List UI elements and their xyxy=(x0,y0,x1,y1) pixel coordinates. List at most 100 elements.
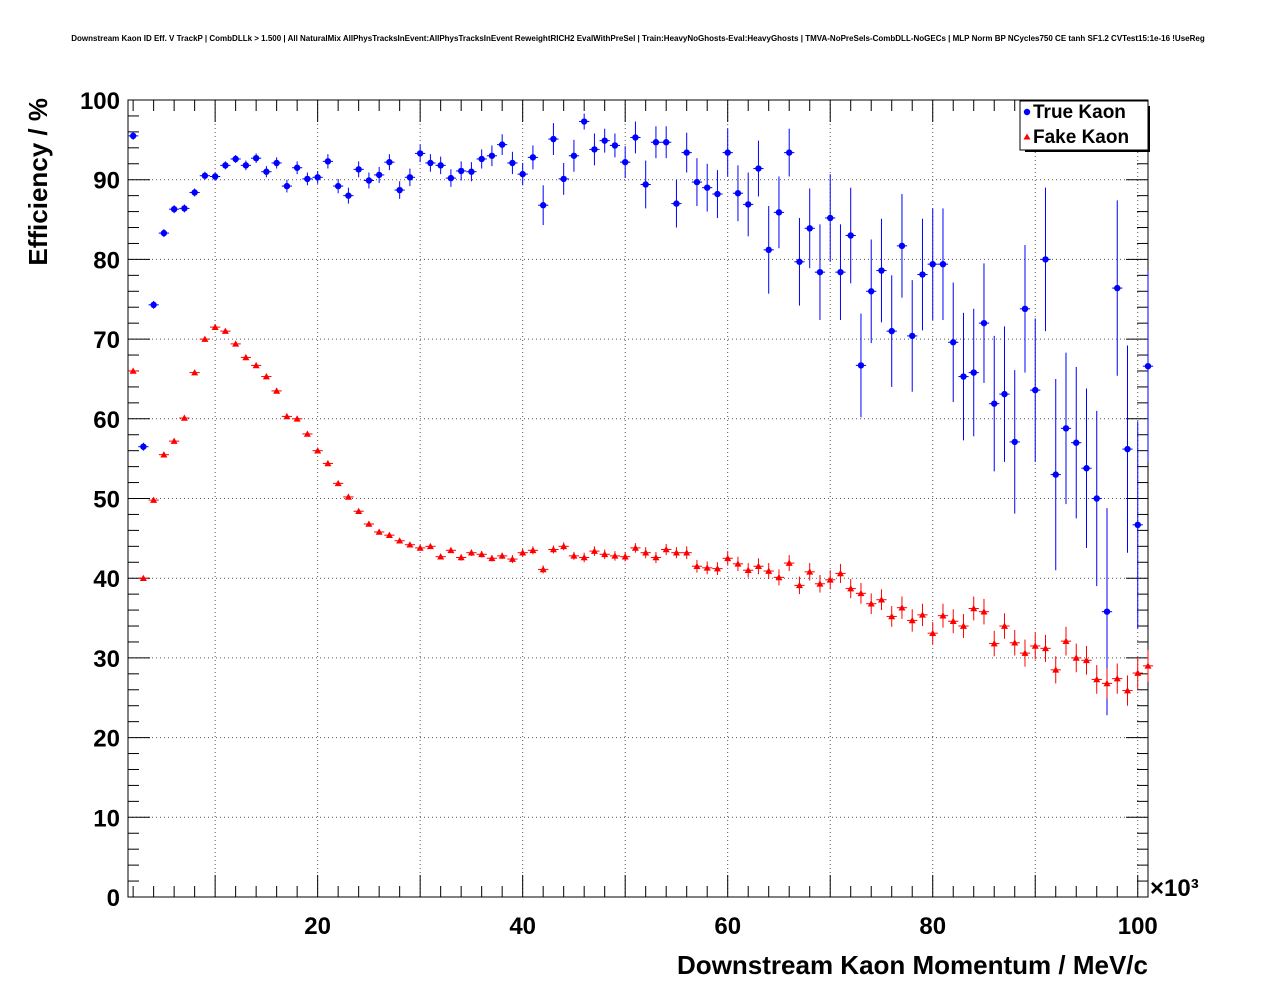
marker-triangle xyxy=(447,546,455,554)
marker-triangle xyxy=(918,611,926,618)
data-point xyxy=(1040,634,1051,662)
data-point xyxy=(661,126,672,159)
marker-triangle xyxy=(314,447,322,454)
data-point xyxy=(1101,668,1113,699)
marker-circle xyxy=(950,339,957,346)
marker-circle xyxy=(375,171,383,179)
y-tick-label: 10 xyxy=(93,805,120,832)
marker-triangle xyxy=(1052,666,1060,673)
data-point xyxy=(599,549,610,560)
data-point xyxy=(271,387,282,394)
data-point xyxy=(999,613,1010,639)
data-point xyxy=(1040,187,1051,332)
data-point xyxy=(1060,626,1072,656)
data-point xyxy=(476,149,487,169)
data-point xyxy=(866,239,877,344)
marker-circle xyxy=(970,369,977,376)
marker-circle xyxy=(1103,608,1111,615)
marker-circle xyxy=(1011,438,1018,446)
data-point xyxy=(148,496,159,503)
marker-triangle xyxy=(375,528,383,535)
y-tick-label: 40 xyxy=(93,566,120,593)
marker-triangle xyxy=(385,531,393,538)
marker-circle xyxy=(529,154,537,161)
data-point xyxy=(702,163,713,212)
marker-circle xyxy=(201,172,209,179)
marker-circle xyxy=(191,189,198,196)
data-point xyxy=(671,179,682,228)
data-point xyxy=(1019,639,1031,667)
data-point xyxy=(579,552,590,563)
data-point xyxy=(271,157,282,169)
data-point xyxy=(333,178,344,194)
marker-triangle xyxy=(1072,654,1080,661)
marker-triangle xyxy=(611,552,619,559)
marker-triangle xyxy=(519,549,527,556)
marker-circle xyxy=(1124,445,1131,453)
marker-triangle xyxy=(293,415,301,422)
data-point xyxy=(1071,643,1082,673)
data-point xyxy=(978,598,990,625)
marker-triangle xyxy=(437,553,445,560)
data-point xyxy=(1132,657,1143,689)
marker-triangle xyxy=(734,560,742,567)
data-point xyxy=(548,123,559,155)
data-point xyxy=(804,188,815,269)
marker-triangle xyxy=(590,547,598,554)
data-point xyxy=(179,414,190,421)
data-point xyxy=(609,133,621,158)
marker-circle xyxy=(170,205,178,213)
data-point xyxy=(712,170,723,218)
data-point xyxy=(568,139,580,172)
data-point xyxy=(743,563,754,578)
data-point xyxy=(866,593,877,615)
marker-circle xyxy=(745,201,752,208)
data-point xyxy=(999,326,1010,462)
marker-triangle xyxy=(693,562,701,570)
data-point xyxy=(784,555,795,572)
data-point xyxy=(691,559,703,573)
marker-circle xyxy=(868,288,875,295)
marker-circle xyxy=(980,319,988,327)
marker-triangle xyxy=(1113,675,1121,682)
marker-triangle xyxy=(508,555,516,562)
marker-circle xyxy=(283,182,291,190)
data-point xyxy=(1019,245,1031,373)
marker-circle xyxy=(1083,465,1090,472)
data-point xyxy=(1112,663,1123,694)
marker-triangle xyxy=(765,567,773,574)
marker-triangle xyxy=(273,387,281,394)
marker-circle xyxy=(775,209,783,216)
marker-circle xyxy=(652,139,660,146)
y-tick-label: 90 xyxy=(93,168,120,195)
y-tick-label: 50 xyxy=(93,487,120,514)
marker-circle xyxy=(765,246,772,254)
data-point xyxy=(958,614,969,638)
marker-circle xyxy=(991,400,998,407)
legend-box xyxy=(1019,100,1149,151)
marker-triangle xyxy=(847,585,855,592)
data-point xyxy=(989,630,1000,657)
marker-triangle xyxy=(959,622,967,629)
data-point xyxy=(876,589,887,611)
data-point xyxy=(404,168,416,187)
y-tick-label: 100 xyxy=(80,88,120,115)
marker-circle xyxy=(714,190,721,198)
marker-triangle xyxy=(754,562,762,570)
marker-circle xyxy=(406,174,414,181)
data-point xyxy=(486,145,498,167)
data-point xyxy=(835,563,846,583)
legend-label-fake-kaon: Fake Kaon xyxy=(1033,127,1129,148)
marker-triangle xyxy=(1031,642,1039,649)
data-point xyxy=(835,224,846,320)
marker-triangle xyxy=(211,323,219,330)
data-point xyxy=(579,113,590,130)
data-point xyxy=(312,170,323,184)
data-point xyxy=(189,369,200,376)
data-point xyxy=(691,158,703,207)
marker-circle xyxy=(160,229,168,237)
data-point xyxy=(722,128,733,177)
data-point xyxy=(343,493,354,500)
marker-circle xyxy=(601,137,608,144)
marker-triangle xyxy=(191,369,199,376)
